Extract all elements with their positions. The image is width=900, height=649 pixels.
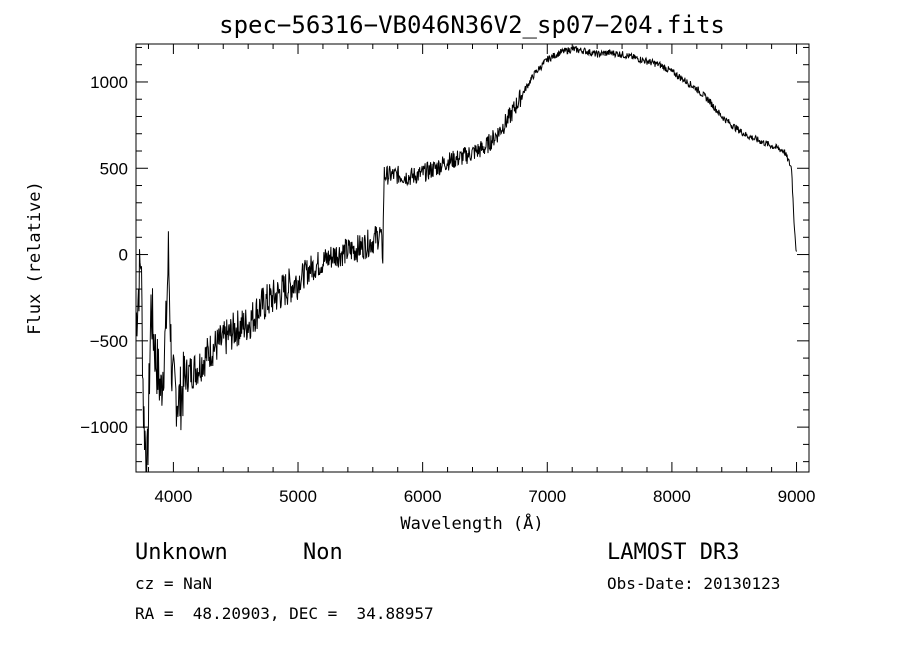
x-tick-label: 4000 xyxy=(154,487,192,506)
survey-label: LAMOST DR3 xyxy=(607,540,739,565)
chart-title: spec−56316−VB046N36V2_sp07−204.fits xyxy=(219,11,725,39)
object-type-label: Unknown xyxy=(135,540,228,565)
x-axis-ticks: 4000 5000 6000 7000 8000 9000 xyxy=(154,44,815,506)
x-tick-label: 7000 xyxy=(528,487,566,506)
y-tick-label: −500 xyxy=(90,332,128,351)
x-tick-label: 6000 xyxy=(404,487,442,506)
x-tick-label: 8000 xyxy=(653,487,691,506)
coordinates-label: RA = 48.20903, DEC = 34.88957 xyxy=(135,604,434,623)
redshift-label: cz = NaN xyxy=(135,574,212,593)
y-axis-label: Flux (relative) xyxy=(25,181,45,335)
x-tick-label: 9000 xyxy=(778,487,816,506)
x-axis-label: Wavelength (Å) xyxy=(400,512,543,534)
y-tick-label: 1000 xyxy=(90,73,128,92)
y-tick-label: 500 xyxy=(100,159,128,178)
plot-frame xyxy=(135,43,810,473)
y-axis-minor-ticks xyxy=(136,46,809,463)
spectrum-series-line xyxy=(136,45,797,472)
x-axis-minor-ticks xyxy=(147,44,773,472)
y-axis-ticks: −1000 −500 0 500 1000 xyxy=(80,73,809,437)
subclass-label: Non xyxy=(303,540,343,565)
y-tick-label: 0 xyxy=(119,246,128,265)
y-tick-label: −1000 xyxy=(80,418,128,437)
x-tick-label: 5000 xyxy=(279,487,317,506)
obs-date-label: Obs-Date: 20130123 xyxy=(607,574,780,593)
